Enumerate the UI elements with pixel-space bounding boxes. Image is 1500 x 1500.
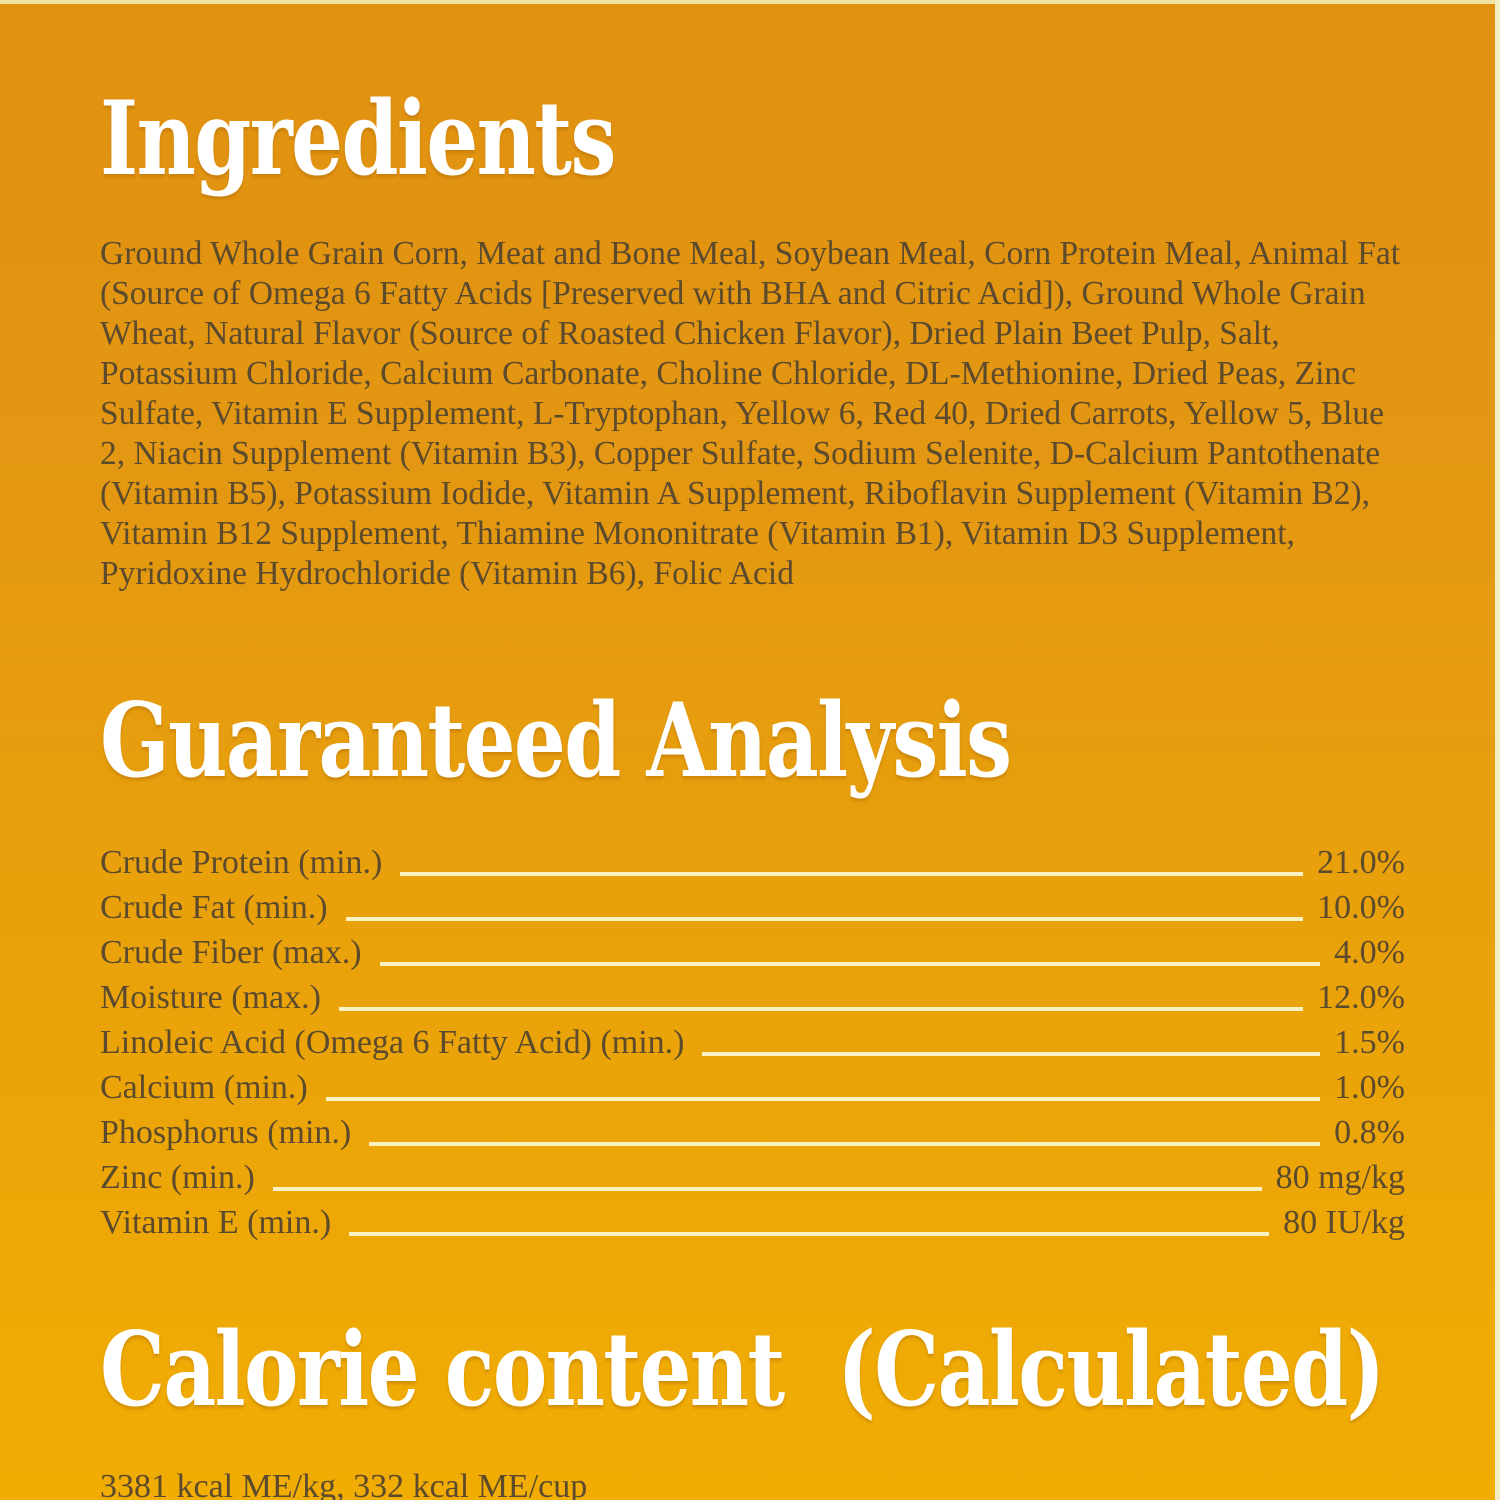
analysis-row-value: 1.5% bbox=[1334, 1023, 1405, 1061]
analysis-row-label: Calcium (min.) bbox=[100, 1068, 308, 1106]
analysis-row-calcium: Calcium (min.) 1.0% bbox=[100, 1063, 1405, 1108]
analysis-row-label: Phosphorus (min.) bbox=[100, 1113, 352, 1151]
label-content: Ingredients Ground Whole Grain Corn, Mea… bbox=[100, 0, 1405, 1500]
leader-line bbox=[702, 1051, 1321, 1056]
analysis-row-linoleic-acid: Linoleic Acid (Omega 6 Fatty Acid) (min.… bbox=[100, 1018, 1405, 1063]
analysis-row-value: 1.0% bbox=[1334, 1068, 1405, 1106]
analysis-row-vitamin-e: Vitamin E (min.) 80 IU/kg bbox=[100, 1198, 1405, 1243]
leader-line bbox=[272, 1186, 1262, 1191]
calorie-content-title: Calorie content (Calculated) bbox=[100, 1309, 1385, 1430]
analysis-row-value: 80 mg/kg bbox=[1275, 1158, 1405, 1196]
leader-line bbox=[369, 1141, 1321, 1146]
leader-line bbox=[400, 871, 1304, 876]
analysis-row-value: 4.0% bbox=[1334, 933, 1405, 971]
ingredients-title: Ingredients bbox=[100, 79, 616, 199]
analysis-row-value: 0.8% bbox=[1334, 1113, 1405, 1151]
analysis-row-value: 80 IU/kg bbox=[1283, 1203, 1405, 1241]
analysis-row-crude-fiber: Crude Fiber (max.) 4.0% bbox=[100, 928, 1405, 973]
analysis-row-label: Moisture (max.) bbox=[100, 978, 321, 1016]
analysis-row-value: 21.0% bbox=[1317, 843, 1405, 881]
calorie-value: 3381 kcal ME/kg, 332 kcal ME/cup bbox=[100, 1467, 588, 1500]
right-edge-strip bbox=[1495, 0, 1500, 1500]
analysis-row-zinc: Zinc (min.) 80 mg/kg bbox=[100, 1153, 1405, 1198]
analysis-row-label: Crude Protein (min.) bbox=[100, 843, 383, 881]
analysis-row-value: 12.0% bbox=[1317, 978, 1405, 1016]
analysis-row-moisture: Moisture (max.) 12.0% bbox=[100, 973, 1405, 1018]
analysis-row-label: Vitamin E (min.) bbox=[100, 1203, 332, 1241]
guaranteed-analysis-table: Crude Protein (min.) 21.0% Crude Fat (mi… bbox=[100, 838, 1405, 1243]
analysis-row-label: Linoleic Acid (Omega 6 Fatty Acid) (min.… bbox=[100, 1023, 685, 1061]
analysis-row-label: Crude Fiber (max.) bbox=[100, 933, 362, 971]
analysis-row-phosphorus: Phosphorus (min.) 0.8% bbox=[100, 1108, 1405, 1153]
top-edge-strip bbox=[0, 0, 1500, 4]
analysis-row-label: Crude Fat (min.) bbox=[100, 888, 328, 926]
analysis-row-crude-protein: Crude Protein (min.) 21.0% bbox=[100, 838, 1405, 883]
guaranteed-analysis-title: Guaranteed Analysis bbox=[100, 680, 1012, 801]
leader-line bbox=[349, 1231, 1270, 1236]
analysis-row-label: Zinc (min.) bbox=[100, 1158, 255, 1196]
analysis-row-value: 10.0% bbox=[1317, 888, 1405, 926]
leader-line bbox=[338, 1006, 1304, 1011]
leader-line bbox=[345, 916, 1304, 921]
leader-line bbox=[325, 1096, 1321, 1101]
leader-line bbox=[379, 961, 1321, 966]
analysis-row-crude-fat: Crude Fat (min.) 10.0% bbox=[100, 883, 1405, 928]
ingredients-text: Ground Whole Grain Corn, Meat and Bone M… bbox=[100, 235, 1401, 592]
